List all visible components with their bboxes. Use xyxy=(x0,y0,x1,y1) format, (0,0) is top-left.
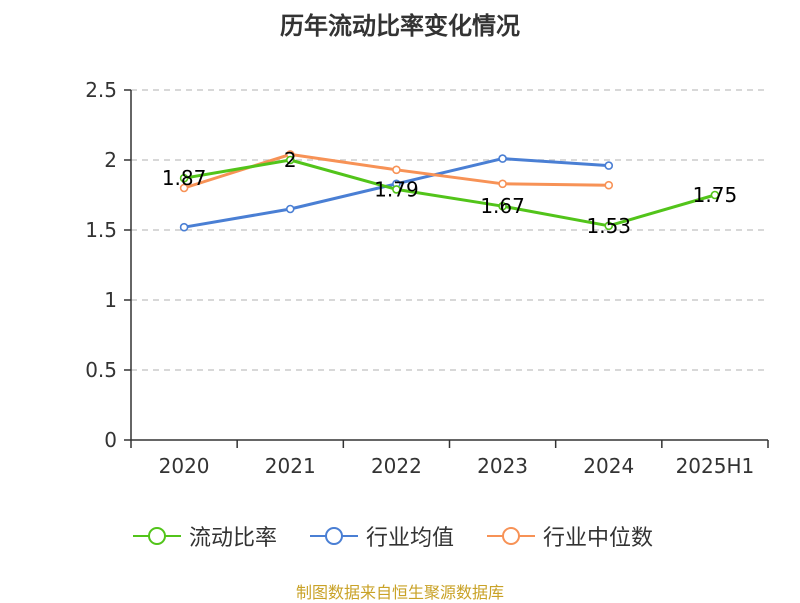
data-point xyxy=(498,154,507,163)
y-tick-label: 0 xyxy=(104,428,117,452)
y-tick-label: 0.5 xyxy=(85,358,117,382)
x-tick-label: 2024 xyxy=(583,454,634,478)
legend-marker-current-ratio xyxy=(133,527,181,545)
data-point xyxy=(498,201,507,211)
series-line xyxy=(182,158,717,228)
data-point xyxy=(392,165,401,175)
legend-circle xyxy=(502,527,520,545)
data-point xyxy=(179,173,189,183)
x-tick-label: 2022 xyxy=(371,454,422,478)
data-point xyxy=(179,222,189,232)
data-label: 1.67 xyxy=(480,194,525,218)
data-point xyxy=(604,180,614,190)
x-tick-label: 2021 xyxy=(265,454,316,478)
line-chart: 0 0.5 1 1.5 2 2.5 2020 2021 2022 2023 2024 2025H1 1… xyxy=(85,78,769,478)
legend-circle xyxy=(148,527,166,545)
axes: 0 0.5 1 1.5 2 2.5 2020 2021 2022 2023 2024 2025H1 xyxy=(85,78,769,478)
data-point xyxy=(498,179,507,189)
legend-item-current-ratio[interactable]: 流动比率 xyxy=(133,521,277,551)
data-label: 1.75 xyxy=(693,183,738,207)
y-tick-label: 1 xyxy=(104,288,117,312)
y-tick-label: 1.5 xyxy=(85,218,117,242)
legend-label-industry-mean: 行业均值 xyxy=(366,526,455,551)
y-tick-label: 2.5 xyxy=(85,78,117,102)
legend-item-industry-median[interactable]: 行业中位数 xyxy=(487,521,653,551)
data-point xyxy=(604,161,614,170)
legend-circle xyxy=(325,527,343,545)
x-tick-label: 2025H1 xyxy=(676,454,755,478)
data-label: 1.79 xyxy=(374,177,419,201)
data-point xyxy=(710,190,720,200)
legend: 流动比率 行业均值 行业中位数 xyxy=(0,521,800,551)
legend-label-industry-median: 行业中位数 xyxy=(543,526,654,551)
legend-marker-industry-mean xyxy=(310,527,358,545)
data-point xyxy=(392,185,401,194)
data-point xyxy=(285,155,295,165)
data-labels: 1.87 2 1.79 1.67 1.53 1.75 xyxy=(162,148,737,238)
source-note: 制图数据来自恒生聚源数据库 xyxy=(295,583,504,602)
data-label: 2 xyxy=(284,148,297,172)
data-label: 1.53 xyxy=(586,214,631,238)
chart-title: 历年流动比率变化情况 xyxy=(280,12,520,40)
grid-lines xyxy=(131,89,768,371)
legend-marker-industry-median xyxy=(487,527,535,545)
series-lines xyxy=(182,152,717,229)
legend-item-industry-mean[interactable]: 行业均值 xyxy=(310,521,454,551)
x-tick-label: 2023 xyxy=(477,454,528,478)
series-points xyxy=(179,150,720,232)
data-point xyxy=(604,221,614,231)
data-label: 1.87 xyxy=(162,166,207,190)
data-point xyxy=(179,183,189,193)
legend-label-current-ratio: 流动比率 xyxy=(189,526,278,551)
data-point xyxy=(285,204,295,214)
y-tick-label: 2 xyxy=(104,148,117,172)
x-tick-label: 2020 xyxy=(159,454,210,478)
